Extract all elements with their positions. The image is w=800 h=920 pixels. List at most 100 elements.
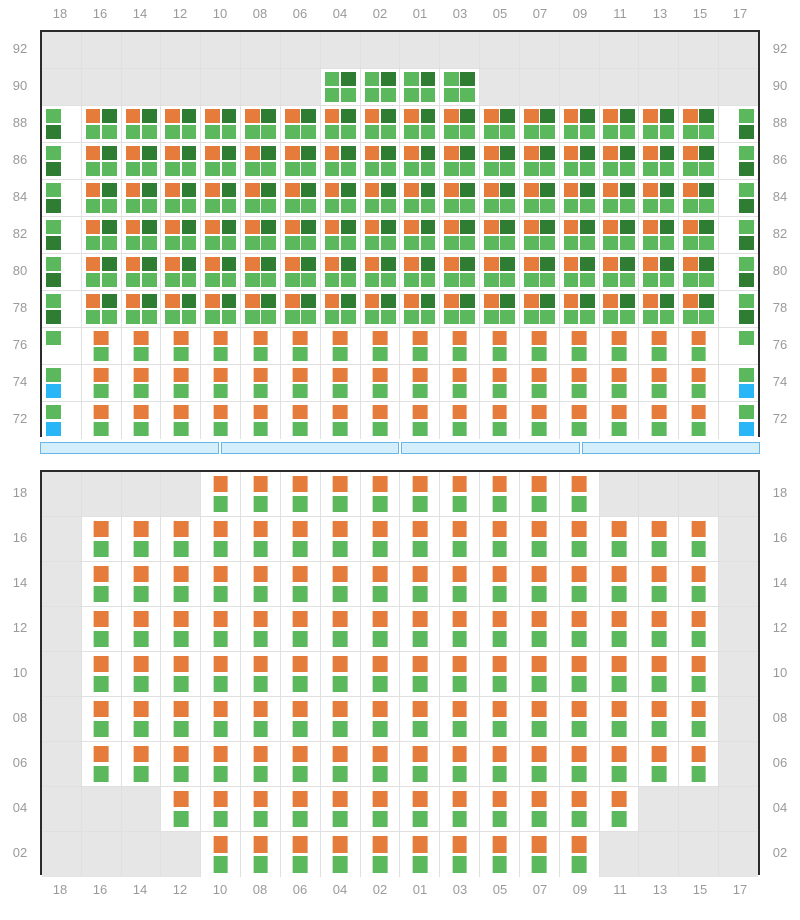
seat-cell[interactable] bbox=[719, 328, 758, 365]
seat[interactable] bbox=[452, 856, 467, 873]
seat[interactable] bbox=[699, 257, 714, 271]
seat-cell[interactable] bbox=[719, 143, 758, 180]
seat[interactable] bbox=[500, 125, 515, 139]
seat[interactable] bbox=[683, 294, 698, 308]
seat[interactable] bbox=[532, 331, 547, 345]
seat[interactable] bbox=[452, 422, 467, 436]
seat[interactable] bbox=[444, 146, 459, 160]
seat-cell[interactable] bbox=[719, 402, 758, 439]
seat-cell[interactable] bbox=[440, 787, 480, 832]
seat[interactable] bbox=[285, 294, 300, 308]
seat[interactable] bbox=[691, 766, 706, 783]
seat-cell[interactable] bbox=[440, 562, 480, 607]
seat[interactable] bbox=[205, 220, 220, 234]
seat-cell[interactable] bbox=[440, 472, 480, 517]
seat[interactable] bbox=[444, 294, 459, 308]
seat[interactable] bbox=[205, 199, 220, 213]
seat-cell[interactable] bbox=[42, 402, 82, 439]
seat[interactable] bbox=[643, 125, 658, 139]
seat[interactable] bbox=[460, 109, 475, 123]
seat[interactable] bbox=[126, 257, 141, 271]
seat[interactable] bbox=[142, 294, 157, 308]
seat[interactable] bbox=[620, 109, 635, 123]
seat[interactable] bbox=[683, 310, 698, 324]
seat[interactable] bbox=[572, 384, 587, 398]
seat[interactable] bbox=[651, 368, 666, 382]
seat[interactable] bbox=[460, 257, 475, 271]
seat-cell[interactable] bbox=[321, 254, 361, 291]
seat[interactable] bbox=[452, 836, 467, 853]
seat[interactable] bbox=[333, 701, 348, 718]
seat[interactable] bbox=[524, 257, 539, 271]
seat[interactable] bbox=[293, 405, 308, 419]
seat-cell[interactable] bbox=[281, 217, 321, 254]
seat[interactable] bbox=[492, 631, 507, 648]
seat[interactable] bbox=[333, 384, 348, 398]
seat[interactable] bbox=[94, 331, 109, 345]
seat-cell[interactable] bbox=[201, 291, 241, 328]
seat-cell[interactable] bbox=[520, 607, 560, 652]
seat-cell[interactable] bbox=[520, 472, 560, 517]
seat[interactable] bbox=[452, 746, 467, 763]
seat[interactable] bbox=[540, 310, 555, 324]
seat[interactable] bbox=[620, 310, 635, 324]
seat-cell[interactable] bbox=[122, 607, 162, 652]
seat[interactable] bbox=[404, 220, 419, 234]
seat[interactable] bbox=[333, 611, 348, 628]
seat[interactable] bbox=[620, 199, 635, 213]
seat[interactable] bbox=[492, 811, 507, 828]
seat-cell[interactable] bbox=[321, 562, 361, 607]
seat[interactable] bbox=[699, 162, 714, 176]
seat[interactable] bbox=[691, 631, 706, 648]
seat[interactable] bbox=[532, 766, 547, 783]
seat[interactable] bbox=[651, 676, 666, 693]
seat[interactable] bbox=[532, 856, 547, 873]
seat[interactable] bbox=[46, 405, 61, 419]
seat-cell[interactable] bbox=[639, 217, 679, 254]
seat[interactable] bbox=[643, 310, 658, 324]
seat[interactable] bbox=[333, 766, 348, 783]
seat[interactable] bbox=[373, 521, 388, 538]
seat[interactable] bbox=[165, 162, 180, 176]
seat[interactable] bbox=[540, 294, 555, 308]
seat[interactable] bbox=[691, 701, 706, 718]
seat[interactable] bbox=[102, 146, 117, 160]
seat[interactable] bbox=[213, 811, 228, 828]
seat[interactable] bbox=[126, 220, 141, 234]
seat[interactable] bbox=[222, 146, 237, 160]
seat[interactable] bbox=[86, 125, 101, 139]
seat[interactable] bbox=[261, 125, 276, 139]
seat[interactable] bbox=[245, 125, 260, 139]
seat[interactable] bbox=[325, 162, 340, 176]
seat-cell[interactable] bbox=[600, 365, 640, 402]
seat[interactable] bbox=[660, 220, 675, 234]
seat-cell[interactable] bbox=[281, 562, 321, 607]
seat-cell[interactable] bbox=[679, 217, 719, 254]
seat[interactable] bbox=[222, 183, 237, 197]
seat[interactable] bbox=[421, 294, 436, 308]
seat[interactable] bbox=[213, 676, 228, 693]
seat[interactable] bbox=[651, 541, 666, 558]
seat-cell[interactable] bbox=[480, 607, 520, 652]
seat[interactable] bbox=[381, 199, 396, 213]
seat[interactable] bbox=[245, 109, 260, 123]
seat-cell[interactable] bbox=[679, 180, 719, 217]
seat[interactable] bbox=[333, 521, 348, 538]
seat[interactable] bbox=[683, 146, 698, 160]
seat[interactable] bbox=[253, 811, 268, 828]
seat[interactable] bbox=[94, 566, 109, 583]
seat-cell[interactable] bbox=[480, 562, 520, 607]
seat-cell[interactable] bbox=[201, 832, 241, 877]
seat[interactable] bbox=[261, 199, 276, 213]
seat[interactable] bbox=[691, 347, 706, 361]
seat-cell[interactable] bbox=[440, 217, 480, 254]
seat-cell[interactable] bbox=[440, 402, 480, 439]
seat[interactable] bbox=[603, 257, 618, 271]
seat-cell[interactable] bbox=[42, 180, 82, 217]
seat[interactable] bbox=[603, 273, 618, 287]
seat[interactable] bbox=[699, 310, 714, 324]
seat[interactable] bbox=[213, 856, 228, 873]
seat[interactable] bbox=[261, 162, 276, 176]
seat[interactable] bbox=[580, 125, 595, 139]
seat[interactable] bbox=[524, 125, 539, 139]
